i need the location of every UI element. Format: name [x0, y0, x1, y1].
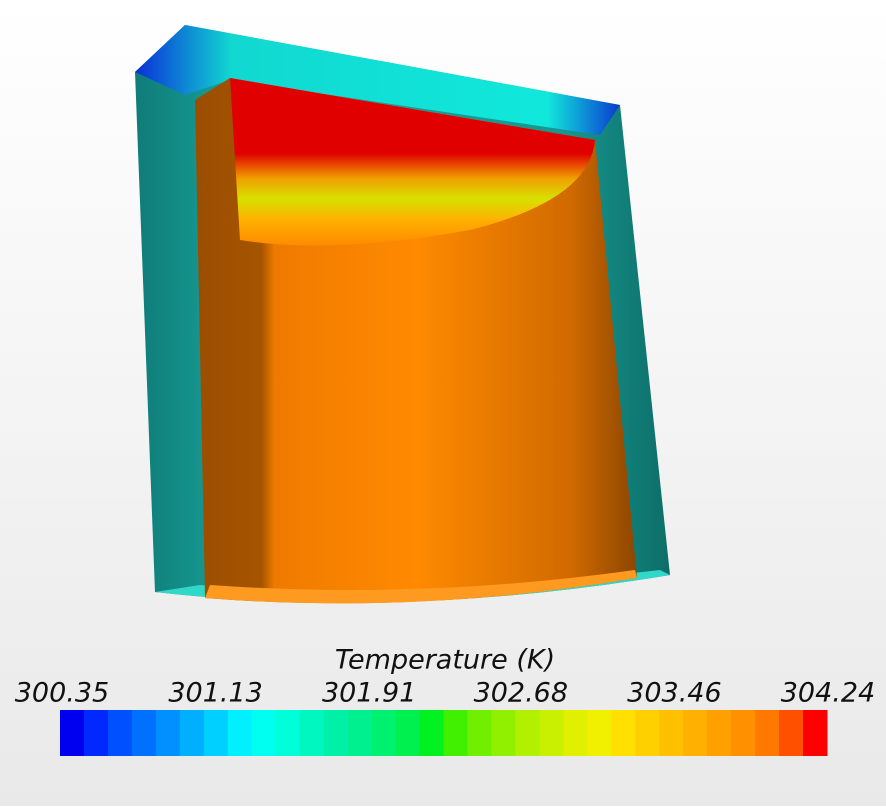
- colorbar-band: [539, 710, 564, 756]
- colorbar-tick-label: 301.13: [168, 678, 262, 709]
- colorbar-band: [635, 710, 660, 756]
- colorbar-band: [107, 710, 133, 756]
- shell-rim: [135, 25, 620, 135]
- colorbar-band: [395, 710, 421, 756]
- colorbar-tick-label: 304.24: [781, 678, 875, 709]
- colorbar-band: [227, 710, 253, 756]
- colorbar-tick-label: 302.68: [474, 678, 568, 709]
- colorbar-band: [491, 710, 516, 756]
- colorbar-band: [731, 710, 756, 756]
- colorbar-band: [587, 710, 612, 756]
- inner-top: [230, 78, 595, 246]
- colorbar-band: [155, 710, 181, 756]
- colorbar-band: [803, 710, 828, 756]
- colorbar-band: [683, 710, 708, 756]
- colorbar-band: [131, 710, 157, 756]
- colorbar-tick-label: 303.46: [627, 678, 721, 709]
- colorbar-band: [251, 710, 277, 756]
- colorbar-band: [443, 710, 468, 756]
- colorbar-tick-label: 301.91: [322, 678, 416, 709]
- colorbar-band: [467, 710, 492, 756]
- colorbar-band: [275, 710, 301, 756]
- inner-bottom: [205, 570, 637, 604]
- colorbar-band: [563, 710, 588, 756]
- colorbar-band: [179, 710, 205, 756]
- colorbar-band: [83, 710, 109, 756]
- colorbar-band: [515, 710, 540, 756]
- colorbar-band: [323, 710, 349, 756]
- colorbar-band: [755, 710, 780, 756]
- colorbar-band: [659, 710, 684, 756]
- colorbar-band: [611, 710, 636, 756]
- colorbar-band: [203, 710, 229, 756]
- colorbar-band: [299, 710, 325, 756]
- colorbar-band: [707, 710, 732, 756]
- colorbar-band: [371, 710, 397, 756]
- colorbar-band: [60, 710, 85, 756]
- colorbar-title: Temperature (K): [335, 645, 555, 676]
- colorbar-band: [779, 710, 804, 756]
- colorbar-band: [419, 710, 444, 756]
- colorbar-band: [347, 710, 373, 756]
- colorbar-tick-label: 300.35: [15, 678, 109, 709]
